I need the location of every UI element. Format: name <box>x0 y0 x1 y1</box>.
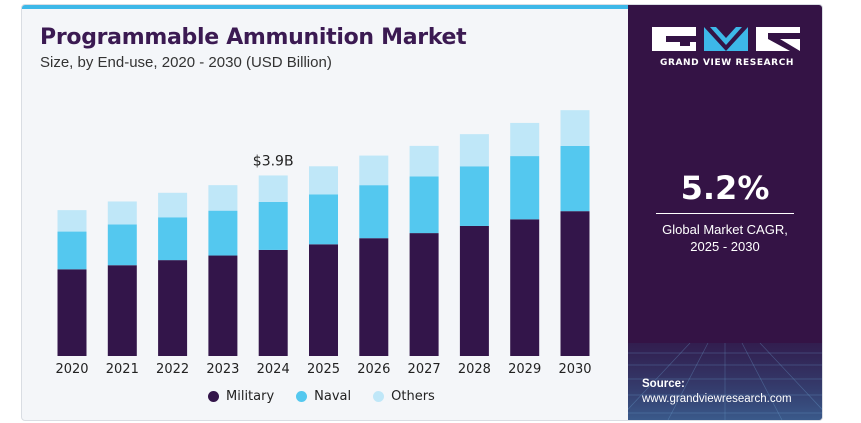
legend-label-others: Others <box>391 389 435 404</box>
legend-swatch-military <box>208 391 219 402</box>
cagr-label-line2: 2025 - 2030 <box>690 239 760 254</box>
bar-segment-military-2025 <box>309 244 338 356</box>
bar-segment-naval-2021 <box>107 224 137 266</box>
cagr-label-line1: Global Market CAGR, <box>662 222 788 237</box>
x-tick-label-2022: 2022 <box>156 362 189 377</box>
bar-segment-others-2024 <box>258 175 288 202</box>
x-tick-label-2023: 2023 <box>206 362 239 377</box>
bar-segment-naval-2029 <box>510 156 540 220</box>
bar-segment-others-2027 <box>409 145 439 177</box>
bar-segment-naval-2020 <box>57 231 87 270</box>
bar-segment-others-2025 <box>309 166 338 195</box>
source-label: Source: <box>642 378 685 390</box>
bar-segment-naval-2028 <box>459 166 489 226</box>
legend-label-naval: Naval <box>314 389 352 404</box>
legend-item-others: Others <box>373 389 435 404</box>
bar-segment-naval-2023 <box>208 210 238 256</box>
bar-segment-military-2023 <box>208 255 238 356</box>
info-sidebar: GRAND VIEW RESEARCH 5.2% Global Market C… <box>628 5 822 420</box>
logo-mark-g-icon <box>652 27 696 51</box>
bar-segment-military-2029 <box>510 219 540 356</box>
grand-view-research-logo: GRAND VIEW RESEARCH <box>652 27 802 68</box>
bar-segment-military-2020 <box>57 269 87 356</box>
chart-title: Programmable Ammunition Market <box>40 25 467 50</box>
bar-segment-military-2021 <box>107 265 137 356</box>
bar-segment-military-2022 <box>158 260 188 356</box>
x-tick-label-2020: 2020 <box>55 362 88 377</box>
bar-segment-naval-2027 <box>409 176 439 234</box>
x-tick-label-2024: 2024 <box>257 362 290 377</box>
x-tick-label-2029: 2029 <box>508 362 541 377</box>
source-credit: Source: www.grandviewresearch.com <box>642 377 792 407</box>
brand-name: GRAND VIEW RESEARCH <box>659 58 795 68</box>
bar-segment-others-2023 <box>208 185 238 211</box>
x-tick-label-2030: 2030 <box>558 362 591 377</box>
legend-item-military: Military <box>208 389 274 404</box>
legend-swatch-naval <box>296 391 308 402</box>
logo-mark-v-icon <box>704 27 748 51</box>
x-tick-label-2021: 2021 <box>106 362 139 377</box>
stacked-bar-chart: 2020 2021 2022 2023 2024 $3.9B 2025 2026 2027 202… <box>55 110 592 377</box>
x-tick-label-2028: 2028 <box>458 362 491 377</box>
bar-segment-naval-2024 <box>258 201 288 250</box>
bar-segment-military-2028 <box>459 225 489 356</box>
source-url[interactable]: www.grandviewresearch.com <box>642 393 792 405</box>
chart-subtitle: Size, by End-use, 2020 - 2030 (USD Billi… <box>40 54 332 71</box>
x-tick-label-2025: 2025 <box>307 362 340 377</box>
chart-card: Programmable Ammunition Market Size, by … <box>21 4 823 421</box>
logo-mark-r-icon <box>756 27 800 51</box>
bar-segment-naval-2022 <box>158 217 188 261</box>
data-label-2024: $3.9B <box>253 153 294 169</box>
bar-segment-military-2030 <box>560 211 590 356</box>
legend-swatch-others <box>373 391 385 402</box>
bar-segment-naval-2030 <box>560 145 590 212</box>
bar-segment-others-2026 <box>359 155 389 186</box>
logo-marks <box>652 27 802 51</box>
bar-segment-others-2020 <box>57 210 87 232</box>
cagr-value: 5.2% <box>680 169 770 207</box>
cagr-divider <box>656 213 794 214</box>
chart-legend: Military Naval Others <box>208 389 435 404</box>
bar-segment-others-2022 <box>158 192 188 218</box>
bar-segment-others-2021 <box>107 201 137 225</box>
bar-segment-others-2028 <box>459 134 489 167</box>
bar-segment-naval-2025 <box>309 194 338 245</box>
accent-bar <box>22 5 628 9</box>
x-tick-label-2026: 2026 <box>357 362 390 377</box>
cagr-label: Global Market CAGR, 2025 - 2030 <box>628 221 822 255</box>
bar-segment-military-2027 <box>409 233 439 356</box>
legend-item-naval: Naval <box>296 389 351 404</box>
bar-segment-others-2030 <box>560 110 590 146</box>
bar-segment-military-2024 <box>258 249 288 356</box>
decorative-grid-floor <box>628 343 822 420</box>
bar-segment-others-2029 <box>510 122 540 157</box>
bar-segment-naval-2026 <box>359 185 389 239</box>
bar-segment-military-2026 <box>359 238 389 356</box>
x-tick-label-2027: 2027 <box>408 362 441 377</box>
legend-label-military: Military <box>226 389 275 404</box>
